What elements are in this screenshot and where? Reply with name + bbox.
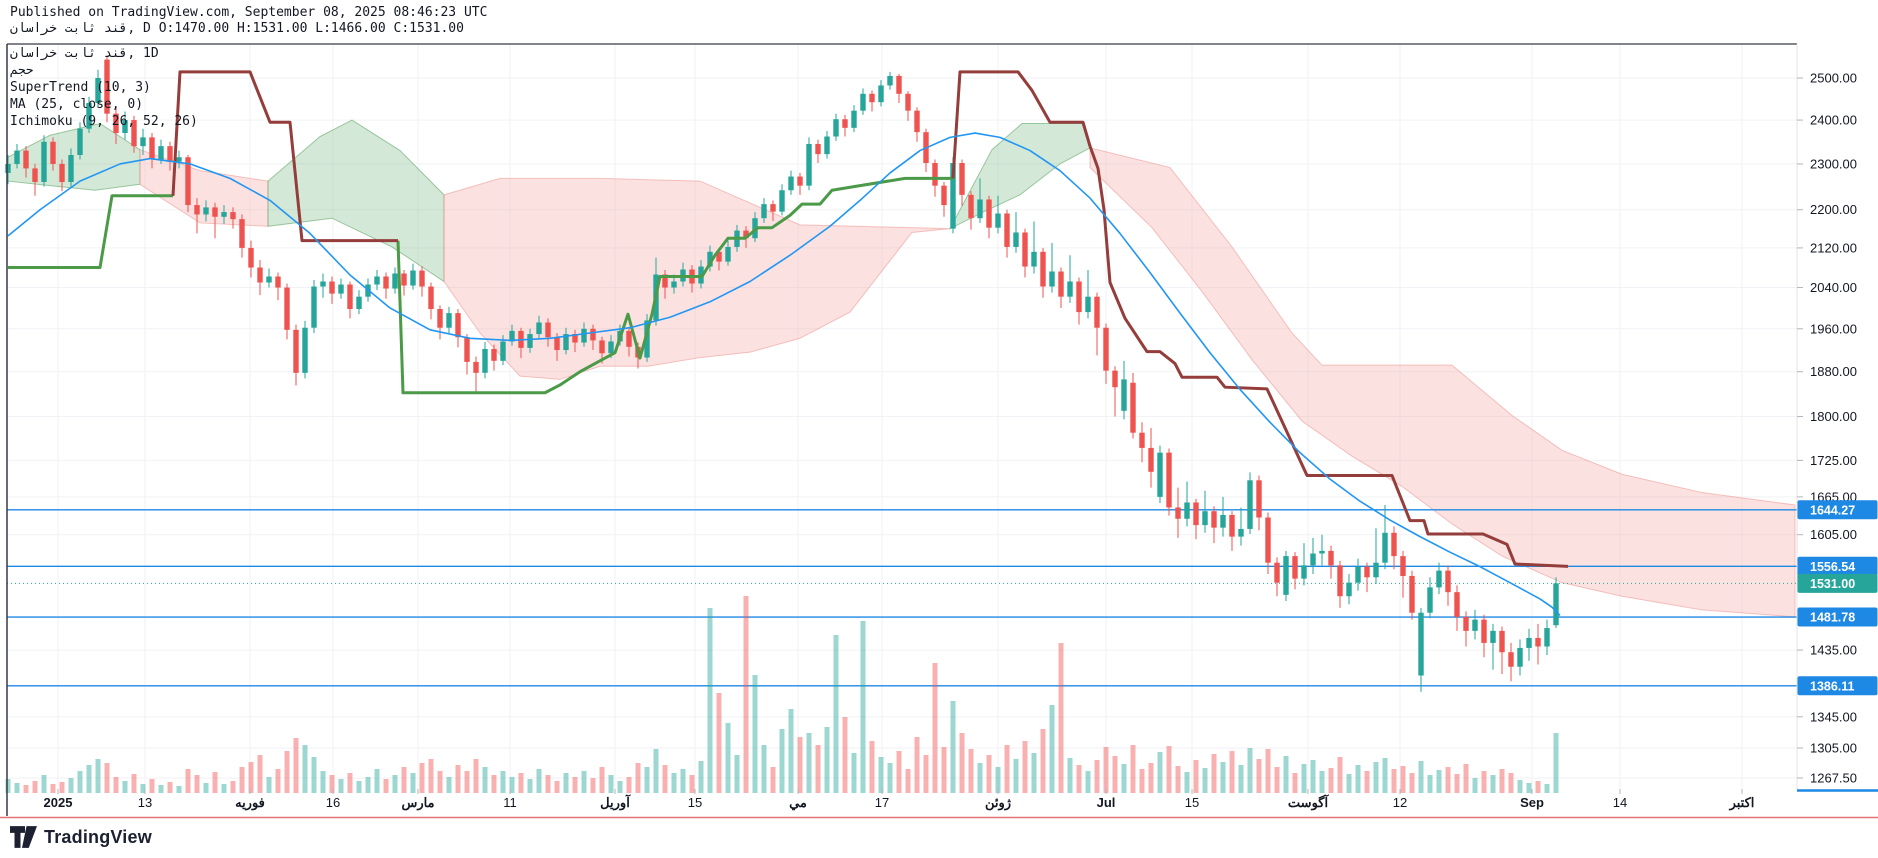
price-badge-label: 1386.11 (1810, 679, 1855, 693)
price-tick-label: 1725.00 (1810, 453, 1857, 468)
time-axis-label: مي (789, 795, 807, 811)
price-badge (1797, 607, 1878, 627)
time-axis-label: آگوست (1288, 794, 1330, 811)
time-axis-label: آوريل (600, 794, 631, 811)
published-header: Published on TradingView.com, September … (10, 5, 488, 20)
legend-supertrend-row[interactable]: SuperTrend (10, 3) (10, 80, 151, 95)
time-axis-label: 13 (138, 795, 152, 810)
price-tick-label: 1880.00 (1810, 364, 1857, 379)
price-tick-label: 2040.00 (1810, 280, 1857, 295)
tradingview-brand-text[interactable]: TradingView (44, 826, 152, 847)
price-tick-label: 2500.00 (1810, 71, 1857, 86)
time-axis[interactable]: 2025 13 فوريه 16 مارس 11 آوريل 15 مي 17 ژوئن Jul 15 آ… (44, 789, 1755, 811)
time-axis-label: ژوئن (985, 795, 1011, 811)
price-tick-label: 2120.00 (1810, 240, 1857, 255)
price-tick-label: 2200.00 (1810, 202, 1857, 217)
tradingview-logo-icon[interactable] (10, 826, 37, 848)
price-badge (1797, 556, 1878, 576)
price-badge-label: 1481.78 (1810, 611, 1855, 625)
price-tick-label: 2300.00 (1810, 156, 1857, 171)
price-tick-label: 1305.00 (1810, 740, 1857, 755)
time-axis-label: فوريه (235, 795, 265, 811)
price-tick-label: 2400.00 (1810, 113, 1857, 128)
volume-bars (5, 596, 1559, 793)
price-tick-label: 1345.00 (1810, 709, 1857, 724)
ohlc-values: , D O:1470.00 H:1531.00 L:1466.00 C:1531… (127, 21, 464, 36)
price-badge (1797, 676, 1878, 696)
time-axis-label: 15 (688, 795, 702, 810)
time-axis-label: 11 (503, 795, 517, 810)
price-tick-label: 1267.50 (1810, 770, 1857, 785)
time-axis-label: 14 (1613, 795, 1627, 810)
symbol-name: قند ثابت خراسان (10, 21, 128, 36)
price-badge-label: 1644.27 (1810, 503, 1855, 517)
time-axis-label: 15 (1185, 795, 1199, 810)
price-tick-label: 1605.00 (1810, 527, 1857, 542)
time-axis-label: 16 (326, 795, 340, 810)
ichimoku-cloud (7, 119, 1796, 618)
time-axis-label: 17 (875, 795, 889, 810)
indicator-legend: قند ثابت خراسان, 1D حجم SuperTrend (10, … (10, 45, 198, 130)
time-axis-label: اكتبر (1729, 795, 1755, 811)
price-badge (1797, 573, 1878, 593)
price-tick-label: 1435.00 (1810, 643, 1857, 658)
supertrend-line (8, 70, 1569, 568)
tradingview-footer: TradingView (10, 826, 152, 848)
legend-ma-row[interactable]: MA (25, close, 0) (10, 97, 144, 112)
time-axis-label: 12 (1393, 795, 1407, 810)
time-axis-label: Sep (1520, 795, 1544, 810)
plot-borders (0, 43, 1878, 819)
price-axis[interactable]: 2500.00 2400.00 2300.00 2200.00 2120.00 2040.… (1797, 71, 1878, 786)
price-badge (1797, 500, 1878, 520)
ma-line (7, 132, 1561, 617)
ohlc-row: قند ثابت خراسان, D O:1470.00 H:1531.00 L… (10, 21, 464, 37)
grid (7, 44, 1797, 789)
legend-ichimoku-row[interactable]: Ichimoku (9, 26, 52, 26) (10, 114, 198, 129)
legend-volume-row[interactable]: حجم (10, 63, 34, 78)
time-axis-label: مارس (401, 795, 434, 811)
horizontal-price-lines (7, 509, 1797, 687)
legend-symbol-row[interactable]: قند ثابت خراسان, 1D (10, 46, 159, 61)
price-badge-label: 1556.54 (1810, 560, 1855, 574)
time-axis-label: 2025 (44, 795, 73, 810)
price-tick-label: 1800.00 (1810, 409, 1857, 424)
price-badge-label: 1531.00 (1810, 577, 1855, 591)
time-axis-label: Jul (1097, 795, 1116, 810)
price-tick-label: 1960.00 (1810, 321, 1857, 336)
